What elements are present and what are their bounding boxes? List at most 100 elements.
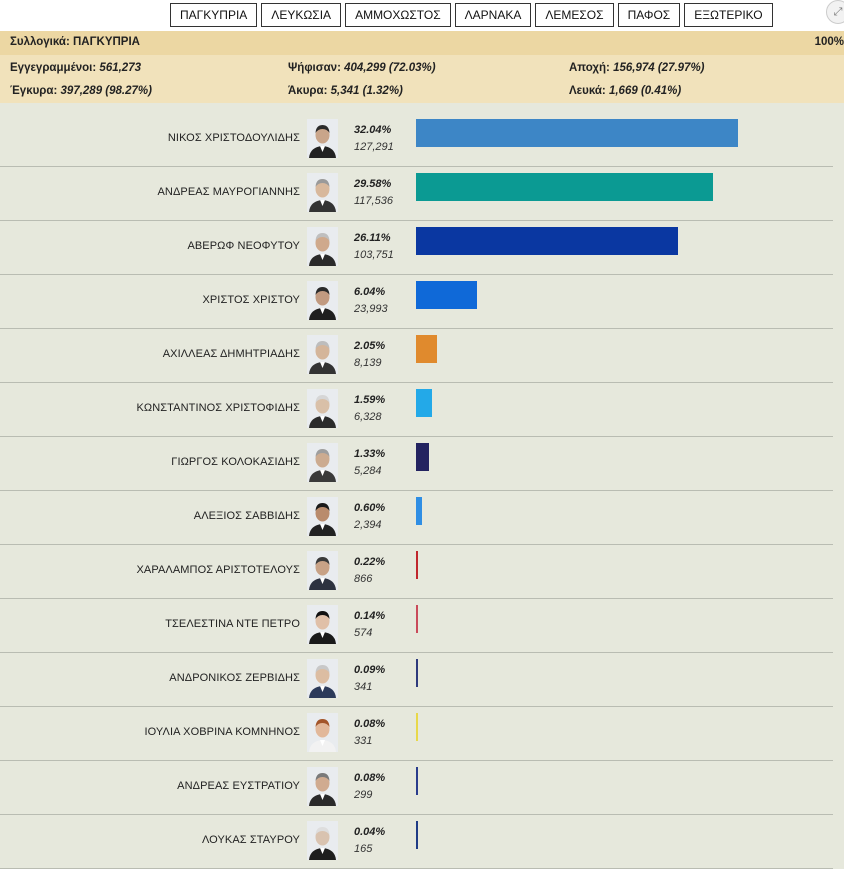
summary-panel: Συλλογικά: ΠΑΓΚΥΠΡΙΑ 100% Εγγεγραμμένοι:… [0, 31, 844, 103]
voted-stat: Ψήφισαν: 404,299 (72.03%) [288, 62, 436, 74]
vote-bar [416, 119, 738, 147]
vote-count: 127,291 [354, 141, 394, 153]
region-tab-bar: ΠΑΓΚΥΠΡΙΑ ΛΕΥΚΩΣΙΑ ΑΜΜΟΧΩΣΤΟΣ ΛΑΡΝΑΚΑ ΛΕΜΕΣΟ… [0, 0, 844, 31]
candidate-name: ΤΣΕΛΕΣΤΙΝΑ ΝΤΕ ΠΕΤΡΟ [165, 618, 300, 630]
tab-0[interactable]: ΠΑΓΚΥΠΡΙΑ [170, 3, 258, 27]
vote-bar [416, 767, 418, 795]
invalid-label: Άκυρα: [288, 85, 328, 97]
candidate-row: ΤΣΕΛΕΣΤΙΝΑ ΝΤΕ ΠΕΤΡΟ 0.14% 574 [0, 599, 833, 653]
vote-count: 2,394 [354, 519, 382, 531]
vote-bar [416, 713, 418, 741]
person-photo-icon [307, 227, 338, 266]
vote-percentage: 0.04% [354, 826, 386, 838]
summary-title: Συλλογικά: ΠΑΓΚΥΠΡΙΑ [10, 36, 140, 48]
vote-count: 165 [354, 843, 373, 855]
registered-value: 561,273 [99, 62, 141, 74]
vote-bar [416, 173, 713, 201]
vote-count: 299 [354, 789, 373, 801]
candidate-name: ΛΟΥΚΑΣ ΣΤΑΥΡΟΥ [201, 834, 300, 846]
candidate-row: ΧΑΡΑΛΑΜΠΟΣ ΑΡΙΣΤΟΤΕΛΟΥΣ 0.22% 866 [0, 545, 833, 599]
candidate-name: ΑΧΙΛΛΕΑΣ ΔΗΜΗΤΡΙΑΔΗΣ [162, 348, 300, 360]
vote-percentage: 0.08% [354, 718, 386, 730]
vote-percentage: 1.59% [354, 394, 386, 406]
person-photo-icon [307, 389, 338, 428]
vote-count: 23,993 [354, 303, 388, 315]
invalid-value: 5,341 (1.32%) [330, 85, 403, 97]
candidate-name: ΙΟΥΛΙΑ ΧΟΒΡΙΝΑ ΚΟΜΝΗΝΟΣ [144, 726, 300, 738]
person-photo-icon [307, 281, 338, 320]
person-photo-icon [307, 551, 338, 590]
valid-value: 397,289 (98.27%) [60, 85, 152, 97]
vote-percentage: 29.58% [354, 178, 392, 190]
person-photo-icon [307, 767, 338, 806]
vote-count: 574 [354, 627, 373, 639]
voted-value: 404,299 (72.03%) [344, 62, 436, 74]
vote-percentage: 6.04% [354, 286, 386, 298]
region-tabs: ΠΑΓΚΥΠΡΙΑ ΛΕΥΚΩΣΙΑ ΑΜΜΟΧΩΣΤΟΣ ΛΑΡΝΑΚΑ ΛΕΜΕΣΟ… [170, 3, 773, 27]
candidate-name: ΧΑΡΑΛΑΜΠΟΣ ΑΡΙΣΤΟΤΕΛΟΥΣ [136, 564, 300, 576]
person-photo-icon [307, 659, 338, 698]
person-photo-icon [307, 443, 338, 482]
candidate-row: ΑΛΕΞΙΟΣ ΣΑΒΒΙΔΗΣ 0.60% 2,394 [0, 491, 833, 545]
vote-percentage: 1.33% [354, 448, 386, 460]
vote-bar [416, 821, 418, 849]
candidate-row: ΓΙΩΡΓΟΣ ΚΟΛΟΚΑΣΙΔΗΣ 1.33% 5,284 [0, 437, 833, 491]
vote-bar [416, 497, 422, 525]
candidate-row: ΑΝΔΡΟΝΙΚΟΣ ΖΕΡΒΙΔΗΣ 0.09% 341 [0, 653, 833, 707]
candidate-name: ΑΛΕΞΙΟΣ ΣΑΒΒΙΔΗΣ [193, 510, 300, 522]
vote-percentage: 0.08% [354, 772, 386, 784]
registered-stat: Εγγεγραμμένοι: 561,273 [10, 62, 141, 74]
registered-label: Εγγεγραμμένοι: [10, 62, 97, 74]
tab-1[interactable]: ΛΕΥΚΩΣΙΑ [261, 3, 342, 27]
candidate-name: ΑΝΔΡΕΑΣ ΕΥΣΤΡΑΤΙΟΥ [177, 780, 300, 792]
corner-link-icon[interactable]: ⤢ [826, 0, 844, 24]
candidate-row: ΑΝΔΡΕΑΣ ΜΑΥΡΟΓΙΑΝΝΗΣ 29.58% 117,536 [0, 167, 833, 221]
candidate-name: ΑΒΕΡΩΦ ΝΕΟΦΥΤΟΥ [187, 240, 300, 252]
vote-percentage: 0.60% [354, 502, 386, 514]
vote-bar [416, 659, 418, 687]
summary-header: Συλλογικά: ΠΑΓΚΥΠΡΙΑ 100% [0, 31, 844, 55]
vote-percentage: 2.05% [354, 340, 386, 352]
vote-bar [416, 551, 418, 579]
candidate-row: ΑΧΙΛΛΕΑΣ ΔΗΜΗΤΡΙΑΔΗΣ 2.05% 8,139 [0, 329, 833, 383]
vote-count: 8,139 [354, 357, 382, 369]
tab-3[interactable]: ΛΑΡΝΑΚΑ [454, 3, 532, 27]
candidate-row: ΛΟΥΚΑΣ ΣΤΑΥΡΟΥ 0.04% 165 [0, 815, 833, 869]
valid-stat: Έγκυρα: 397,289 (98.27%) [10, 85, 152, 97]
vote-bar [416, 335, 437, 363]
vote-bar [416, 227, 678, 255]
vote-percentage: 32.04% [354, 124, 392, 136]
vote-count: 866 [354, 573, 373, 585]
invalid-stat: Άκυρα: 5,341 (1.32%) [288, 85, 403, 97]
blank-value: 1,669 (0.41%) [608, 85, 682, 97]
vote-count: 5,284 [354, 465, 382, 477]
candidate-row: ΑΒΕΡΩΦ ΝΕΟΦΥΤΟΥ 26.11% 103,751 [0, 221, 833, 275]
candidate-row: ΝΙΚΟΣ ΧΡΙΣΤΟΔΟΥΛΙΔΗΣ 32.04% 127,291 [0, 113, 833, 167]
results-chart: ΝΙΚΟΣ ΧΡΙΣΤΟΔΟΥΛΙΔΗΣ 32.04% 127,291 ΑΝΔΡΕΑΣ… [0, 113, 844, 869]
tab-5[interactable]: ΠΑΦΟΣ [617, 3, 681, 27]
blank-stat: Λευκά: 1,669 (0.41%) [569, 85, 681, 97]
candidate-name: ΝΙΚΟΣ ΧΡΙΣΤΟΔΟΥΛΙΔΗΣ [167, 132, 300, 144]
candidate-row: ΧΡΙΣΤΟΣ ΧΡΙΣΤΟΥ 6.04% 23,993 [0, 275, 833, 329]
vote-count: 103,751 [354, 249, 394, 261]
tab-4[interactable]: ΛΕΜΕΣΟΣ [535, 3, 614, 27]
counted-percentage: 100% [814, 36, 844, 48]
blank-label: Λευκά: [569, 85, 606, 97]
person-photo-icon [307, 605, 338, 644]
candidate-name: ΑΝΔΡΟΝΙΚΟΣ ΖΕΡΒΙΔΗΣ [169, 672, 300, 684]
candidate-name: ΧΡΙΣΤΟΣ ΧΡΙΣΤΟΥ [202, 294, 300, 306]
vote-percentage: 0.14% [354, 610, 386, 622]
person-photo-icon [307, 173, 338, 212]
tab-2[interactable]: ΑΜΜΟΧΩΣΤΟΣ [345, 3, 451, 27]
vote-percentage: 26.11% [354, 232, 391, 244]
person-photo-icon [307, 821, 338, 860]
candidate-name: ΓΙΩΡΓΟΣ ΚΟΛΟΚΑΣΙΔΗΣ [171, 456, 300, 468]
tab-6[interactable]: ΕΞΩΤΕΡΙΚΟ [684, 3, 773, 27]
candidate-row: ΙΟΥΛΙΑ ΧΟΒΡΙΝΑ ΚΟΜΝΗΝΟΣ 0.08% 331 [0, 707, 833, 761]
person-photo-icon [307, 119, 338, 158]
valid-label: Έγκυρα: [10, 85, 58, 97]
vote-count: 341 [354, 681, 373, 693]
person-photo-icon [307, 335, 338, 374]
person-photo-icon [307, 497, 338, 536]
candidate-name: ΑΝΔΡΕΑΣ ΜΑΥΡΟΓΙΑΝΝΗΣ [157, 186, 300, 198]
